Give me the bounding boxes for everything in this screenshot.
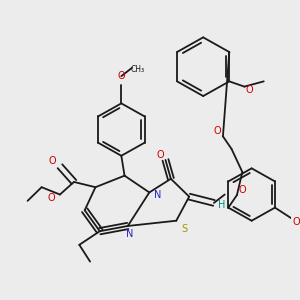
Text: O: O (214, 126, 221, 136)
Text: O: O (246, 85, 253, 95)
Text: O: O (118, 71, 125, 81)
Text: O: O (49, 156, 56, 166)
Text: S: S (182, 224, 188, 234)
Text: O: O (47, 193, 55, 203)
Text: N: N (154, 190, 162, 200)
Text: O: O (238, 185, 246, 195)
Text: CH₃: CH₃ (130, 65, 145, 74)
Text: N: N (126, 229, 134, 239)
Text: O: O (293, 217, 300, 227)
Text: O: O (156, 150, 164, 160)
Text: H: H (218, 200, 225, 210)
